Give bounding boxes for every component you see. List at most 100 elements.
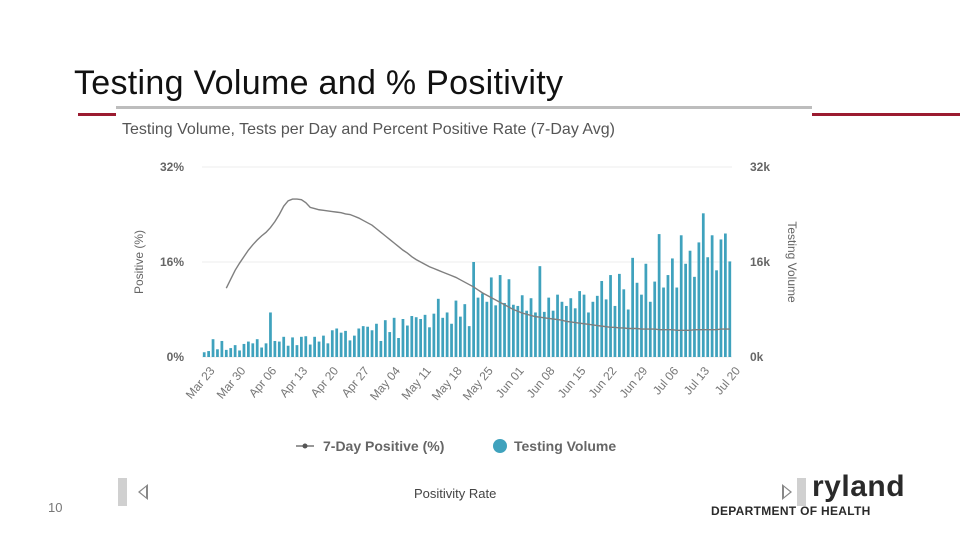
testing-volume-bar xyxy=(507,279,511,357)
testing-volume-bar xyxy=(220,340,224,357)
testing-volume-bar xyxy=(516,305,520,357)
testing-volume-bar xyxy=(454,300,458,357)
testing-volume-bar xyxy=(498,275,502,357)
testing-volume-bar xyxy=(216,349,219,357)
scroll-thumb-left[interactable] xyxy=(118,478,127,506)
testing-volume-bar xyxy=(432,313,436,357)
testing-volume-bar xyxy=(595,295,599,357)
testing-volume-bar xyxy=(238,350,241,357)
testing-volume-bar xyxy=(662,287,665,357)
testing-volume-bar xyxy=(693,276,696,357)
testing-volume-bar xyxy=(604,299,608,357)
testing-volume-bar xyxy=(613,305,617,357)
testing-volume-bar xyxy=(401,319,405,357)
testing-volume-bar xyxy=(317,341,321,357)
legend-layer: 7-Day Positive (%) Testing Volume xyxy=(296,438,616,454)
testing-volume-bar xyxy=(609,275,612,357)
testing-volume-bar xyxy=(224,349,228,358)
testing-volume-bar xyxy=(503,302,506,357)
testing-volume-bar xyxy=(547,297,551,358)
x-tick-label: May 18 xyxy=(429,364,465,403)
chart-title: Testing Volume, Tests per Day and Percen… xyxy=(122,121,615,138)
testing-volume-bar xyxy=(463,304,467,357)
testing-volume-bar xyxy=(525,310,528,357)
testing-volume-bar xyxy=(436,298,440,357)
testing-volume-bar xyxy=(229,348,233,357)
x-tick-label: Jul 06 xyxy=(650,364,682,398)
testing-volume-bar xyxy=(724,233,727,357)
testing-volume-bar xyxy=(485,301,489,357)
testing-volume-bar xyxy=(481,293,484,357)
testing-volume-bar xyxy=(489,277,493,357)
testing-volume-bar xyxy=(494,305,498,357)
testing-volume-bar xyxy=(264,343,268,357)
testing-volume-bar xyxy=(392,317,396,357)
testing-volume-bar xyxy=(520,295,524,357)
testing-volume-bar xyxy=(282,336,286,357)
testing-volume-bar xyxy=(273,340,277,357)
testing-volume-bar xyxy=(671,258,674,357)
testing-volume-bar xyxy=(445,312,449,357)
testing-volume-bar xyxy=(233,345,237,358)
x-tick-label: May 04 xyxy=(367,364,403,403)
testing-volume-bar xyxy=(631,257,634,357)
x-tick-label: Jun 29 xyxy=(617,364,651,401)
testing-volume-bar xyxy=(635,282,639,357)
chart-panel: Testing Volume, Tests per Day and Percen… xyxy=(116,106,812,519)
testing-volume-bar xyxy=(551,310,555,357)
title-rule-right xyxy=(812,113,960,116)
testing-volume-bar xyxy=(300,336,303,357)
x-tick-label: Jun 22 xyxy=(586,364,620,401)
testing-volume-bar xyxy=(688,250,692,357)
slide-number: 10 xyxy=(48,500,63,515)
testing-volume-bar xyxy=(397,338,400,357)
grid-layer xyxy=(202,166,732,358)
testing-volume-bar xyxy=(657,234,661,357)
testing-volume-bar xyxy=(715,270,718,357)
testing-volume-bar xyxy=(366,326,369,357)
testing-volume-bar xyxy=(202,352,206,357)
testing-volume-bar xyxy=(423,314,427,357)
testing-volume-bar xyxy=(569,298,573,357)
testing-volume-bar xyxy=(308,344,312,357)
testing-volume-bar xyxy=(361,326,365,358)
scroll-left-arrow-icon[interactable] xyxy=(138,484,148,500)
testing-volume-bar xyxy=(247,341,250,357)
testing-volume-bar xyxy=(207,351,210,357)
testing-volume-bar xyxy=(260,347,263,357)
testing-volume-bar xyxy=(591,301,595,357)
legend-bar-swatch xyxy=(493,439,507,453)
positivity-scroller: Positivity Rate xyxy=(116,478,806,508)
testing-volume-bar xyxy=(622,289,626,357)
scroll-right-arrow-icon[interactable] xyxy=(782,484,792,500)
x-tick-label: Jun 15 xyxy=(555,364,589,401)
testing-volume-bar xyxy=(467,326,471,358)
testing-volume-bar xyxy=(450,323,453,357)
testing-volume-bar xyxy=(565,305,568,357)
testing-volume-bar xyxy=(626,309,630,357)
left-tick-label: 32% xyxy=(160,160,184,174)
testing-volume-bar xyxy=(459,316,462,358)
x-tick-label: Mar 30 xyxy=(214,364,249,402)
testing-volume-bar xyxy=(414,317,418,357)
testing-volume-bar xyxy=(573,308,577,357)
testing-volume-bar xyxy=(353,335,356,358)
testing-volume-bar xyxy=(357,328,361,357)
logo-subtitle: DEPARTMENT OF HEALTH xyxy=(711,504,871,518)
x-tick-label: Apr 13 xyxy=(277,364,311,400)
right-tick-label: 0k xyxy=(750,350,764,364)
testing-volume-bar xyxy=(529,298,533,357)
testing-volume-bar xyxy=(428,327,431,357)
positivity-rate-label: Positivity Rate xyxy=(414,486,497,501)
testing-volume-bar xyxy=(644,263,648,357)
testing-volume-bar xyxy=(406,325,409,357)
testing-volume-bar xyxy=(587,312,590,357)
testing-volume-bar xyxy=(653,281,657,357)
testing-volume-bar xyxy=(344,330,347,358)
scroll-thumb-right[interactable] xyxy=(797,478,806,506)
testing-volume-bar xyxy=(383,320,387,357)
left-tick-label: 16% xyxy=(160,255,184,269)
testing-volume-bar xyxy=(370,330,374,357)
x-tick-label: Jun 08 xyxy=(524,364,558,401)
testing-volume-bar xyxy=(330,330,334,357)
